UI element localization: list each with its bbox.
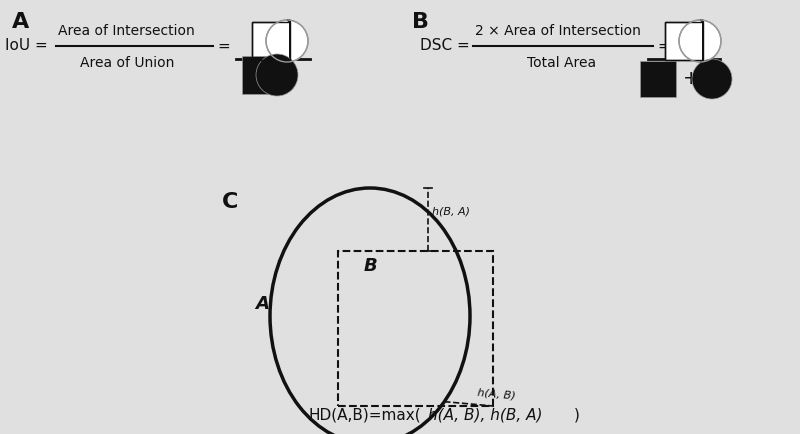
Text: C: C <box>222 192 238 212</box>
Text: Area of Intersection: Area of Intersection <box>58 24 194 38</box>
Bar <box>665 22 703 60</box>
Circle shape <box>692 59 732 99</box>
Text: h(A, B): h(A, B) <box>477 387 516 401</box>
Text: A: A <box>12 12 30 32</box>
Text: A: A <box>255 295 269 313</box>
Text: +: + <box>683 69 699 89</box>
Bar <box>252 22 290 60</box>
Text: ): ) <box>574 407 580 422</box>
Bar <box>338 251 493 406</box>
Polygon shape <box>287 20 290 62</box>
Text: h(A, B), h(B, A): h(A, B), h(B, A) <box>428 407 542 422</box>
Text: IoU =: IoU = <box>5 39 53 53</box>
Text: HD(A,B)=max(: HD(A,B)=max( <box>308 407 421 422</box>
Text: B: B <box>412 12 429 32</box>
Text: =: = <box>657 39 670 53</box>
Text: DSC =: DSC = <box>420 39 474 53</box>
Bar <box>252 22 290 60</box>
Bar <box>640 61 676 97</box>
Text: B: B <box>363 257 377 275</box>
Circle shape <box>266 20 308 62</box>
Text: Area of Union: Area of Union <box>80 56 174 70</box>
Bar <box>242 56 280 94</box>
Circle shape <box>679 20 721 62</box>
Text: Total Area: Total Area <box>527 56 596 70</box>
Text: h(B, A): h(B, A) <box>433 207 470 217</box>
Bar <box>665 22 703 60</box>
Text: 2 × Area of Intersection: 2 × Area of Intersection <box>475 24 641 38</box>
Circle shape <box>256 54 298 96</box>
Text: =: = <box>217 39 230 53</box>
Polygon shape <box>700 20 703 62</box>
